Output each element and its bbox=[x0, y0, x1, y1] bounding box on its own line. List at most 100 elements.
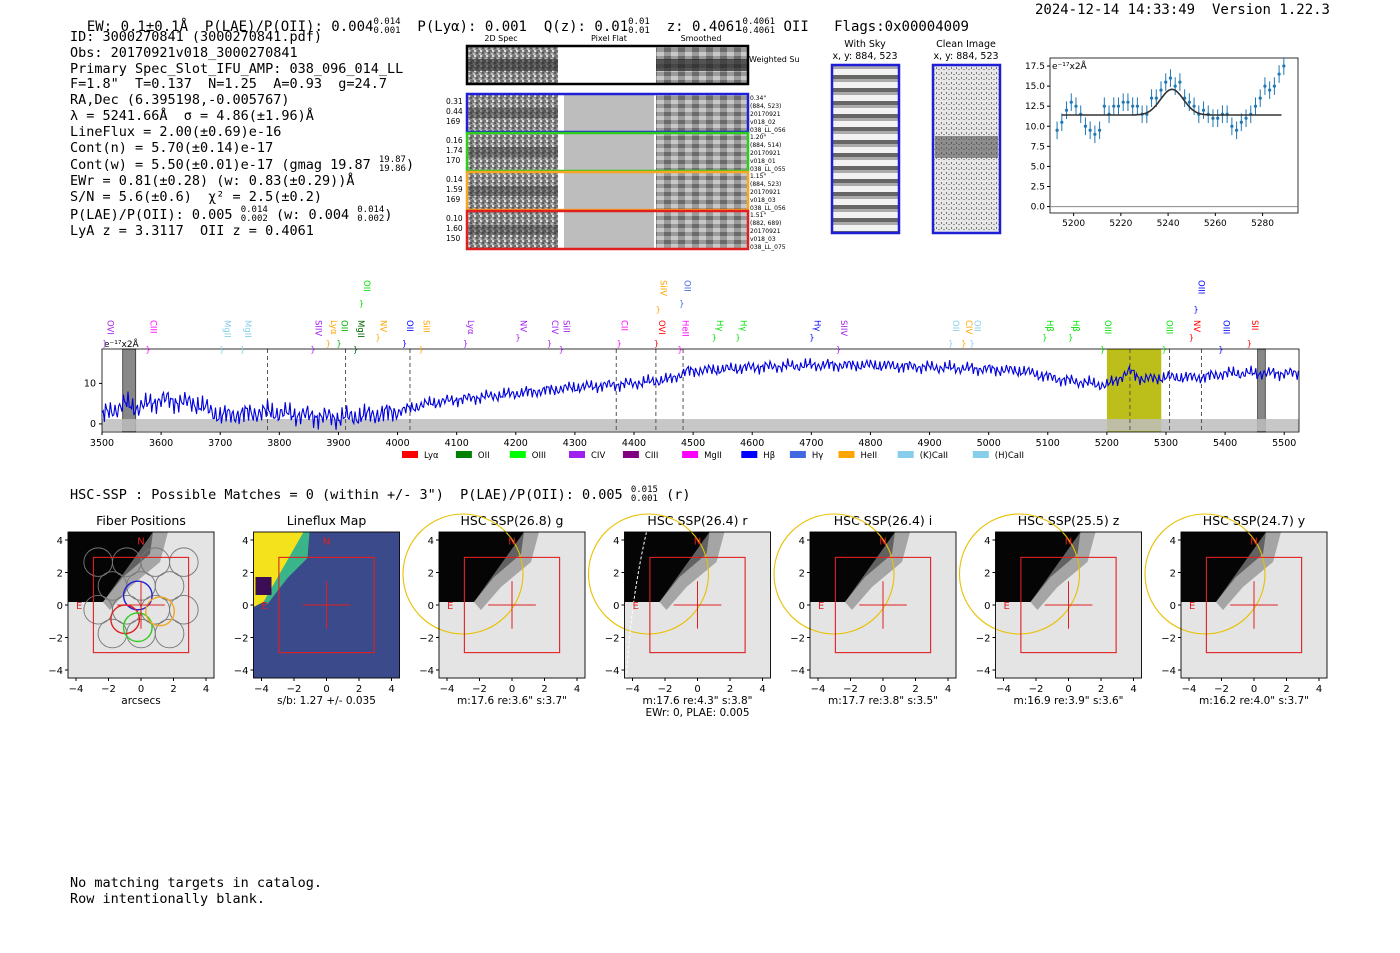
north-label: N bbox=[879, 537, 886, 548]
fit-data-point bbox=[1173, 84, 1177, 88]
cutout-right-label: v018_03 bbox=[750, 197, 776, 204]
spectral-line-bracket: } bbox=[375, 333, 380, 342]
legend-label: (H)CaII bbox=[995, 451, 1024, 461]
aperture-ellipse bbox=[587, 513, 710, 635]
panel-x-tick-label: 0 bbox=[694, 684, 700, 695]
spectral-line-bracket: } bbox=[712, 333, 717, 342]
panel-x-tick-label: −2 bbox=[1029, 684, 1044, 695]
fit-data-point bbox=[1216, 116, 1220, 120]
fiber-circle bbox=[169, 547, 199, 577]
fit-data-point bbox=[1178, 80, 1182, 84]
panel-x-tick-label: −2 bbox=[1214, 684, 1229, 695]
cutout-left-label: 169 bbox=[446, 117, 461, 126]
panel-x-tick-label: −4 bbox=[811, 684, 826, 695]
panel-y-tick-label: 4 bbox=[1170, 536, 1176, 547]
panel-caption: s/b: 1.27 +/- 0.035 bbox=[277, 695, 376, 707]
fit-y-label: e⁻¹⁷x2Å bbox=[1052, 60, 1088, 72]
spectral-line-label: NV bbox=[518, 320, 528, 332]
panel: Fiber Positions N E −4 −2 0 2 4 4 2 0 −2 −4 arcsecs bbox=[48, 513, 215, 707]
spectrum-axes bbox=[101, 348, 1300, 433]
spectrum-x-tick-label: 5300 bbox=[1154, 438, 1178, 449]
hsc-band: (r) bbox=[666, 487, 691, 503]
panel-x-tick-label: −4 bbox=[440, 684, 455, 695]
catalog-note: No matching targets in catalog. Row inte… bbox=[70, 875, 322, 907]
cutout-2d bbox=[468, 94, 558, 132]
spectral-line-bracket: } bbox=[463, 339, 468, 348]
z-lo: 0.4061 bbox=[742, 26, 776, 36]
fit-x-tick-label: 5280 bbox=[1251, 219, 1274, 229]
fit-data-point bbox=[1088, 128, 1092, 132]
legend-swatch bbox=[972, 451, 989, 458]
legend-label: CIII bbox=[645, 451, 658, 461]
search-box bbox=[1020, 556, 1117, 654]
info-primary: Primary Spec_Slot_IFU_AMP: 038_096_014_L… bbox=[70, 60, 404, 77]
info-plae: P(LAE)/P(OII): 0.005 bbox=[70, 206, 233, 223]
info-params: F=1.8" T=0.137 N=1.25 A=0.93 g=24.7 bbox=[70, 76, 387, 93]
panel-x-tick-label: 0 bbox=[138, 684, 144, 695]
panel-caption: m:17.6 re:4.3" s:3.8" bbox=[643, 695, 753, 707]
panel-x-tick-label: 2 bbox=[541, 684, 547, 695]
plae-lo: 0.001 bbox=[373, 26, 401, 36]
panel-y-tick-label: 2 bbox=[613, 569, 619, 580]
spectrum-x-tick-label: 4900 bbox=[917, 438, 941, 449]
spectral-line-bracket: } bbox=[102, 339, 107, 348]
cutout-left-label: 150 bbox=[446, 234, 461, 243]
panel-y-tick-label: −2 bbox=[419, 634, 434, 645]
cutout-right-label: v018_01 bbox=[750, 158, 776, 165]
spectral-line-label: SII bbox=[1249, 320, 1259, 330]
spectral-line-label: OII bbox=[361, 280, 371, 292]
spectral-line-bracket: } bbox=[948, 339, 953, 348]
panel-x-tick-label: −2 bbox=[658, 684, 673, 695]
footer-line1: No matching targets in catalog. bbox=[70, 875, 322, 891]
legend-label: MgII bbox=[704, 451, 722, 461]
fit-y-tick-label: 10.0 bbox=[1025, 122, 1045, 132]
spectral-line-bracket: } bbox=[336, 339, 341, 348]
panel-y-tick-label: 4 bbox=[428, 536, 434, 547]
spectral-line-bracket: } bbox=[735, 333, 740, 342]
spectral-line-label: OVI bbox=[656, 320, 666, 335]
panel-y-tick-label: 4 bbox=[613, 536, 619, 547]
search-box bbox=[463, 556, 561, 654]
east-label: E bbox=[447, 601, 453, 612]
panel-y-tick-label: −2 bbox=[48, 634, 63, 645]
fit-data-point bbox=[1060, 120, 1064, 124]
legend-swatch bbox=[622, 451, 639, 458]
spectral-line-label: OVI bbox=[104, 320, 114, 335]
info-radec: RA,Dec (6.395198,-0.005767) bbox=[70, 92, 290, 109]
spectral-line-bracket: } bbox=[1218, 345, 1223, 354]
spectrum-x-tick-label: 4200 bbox=[504, 438, 528, 449]
info-lineflux: LineFlux = 2.00(±0.69)e-16 bbox=[70, 123, 282, 140]
spectral-line-bracket: } bbox=[1247, 339, 1252, 348]
panel-y-tick-label: 2 bbox=[984, 569, 990, 580]
cutout-right-label: 0.34" bbox=[750, 95, 766, 102]
spectral-line-label: Hβ bbox=[1044, 320, 1054, 332]
panel-x-tick-label: 4 bbox=[945, 684, 951, 695]
fit-x-tick-label: 5240 bbox=[1157, 219, 1180, 229]
spectral-line-label: OII bbox=[338, 320, 348, 332]
panel-y-tick-label: −2 bbox=[605, 634, 620, 645]
panel-x-tick-label: 2 bbox=[356, 684, 362, 695]
panel-y-tick-label: −2 bbox=[1161, 634, 1176, 645]
panel-y-tick-label: −4 bbox=[234, 666, 249, 677]
panel-x-tick-label: −2 bbox=[843, 684, 858, 695]
legend-swatch bbox=[838, 451, 855, 458]
legend-swatch bbox=[455, 451, 472, 458]
panel-title: HSC SSP(26.8) g bbox=[461, 513, 564, 528]
fit-model-curve bbox=[1061, 88, 1282, 116]
spectral-line-label: Hγ bbox=[811, 320, 821, 331]
cutout-left-label: 0.14 bbox=[446, 175, 463, 184]
aperture-ellipse bbox=[773, 513, 895, 635]
north-label: N bbox=[1250, 537, 1257, 548]
spectrum-x-tick-label: 3900 bbox=[326, 438, 350, 449]
panel-x-tick-label: −4 bbox=[1182, 684, 1197, 695]
hsc-hi: 0.015 bbox=[630, 485, 658, 495]
cutout-right-label: (882, 689) bbox=[750, 220, 781, 227]
legend-label: (K)CaII bbox=[920, 451, 948, 461]
spectral-line-label: Hγ bbox=[737, 320, 747, 331]
panel-x-tick-label: −4 bbox=[996, 684, 1011, 695]
panel-x-tick-label: −2 bbox=[287, 684, 302, 695]
legend-label: Hβ bbox=[763, 451, 775, 461]
panel-y-tick-label: −4 bbox=[790, 666, 805, 677]
panel-x-tick-label: −2 bbox=[101, 684, 116, 695]
